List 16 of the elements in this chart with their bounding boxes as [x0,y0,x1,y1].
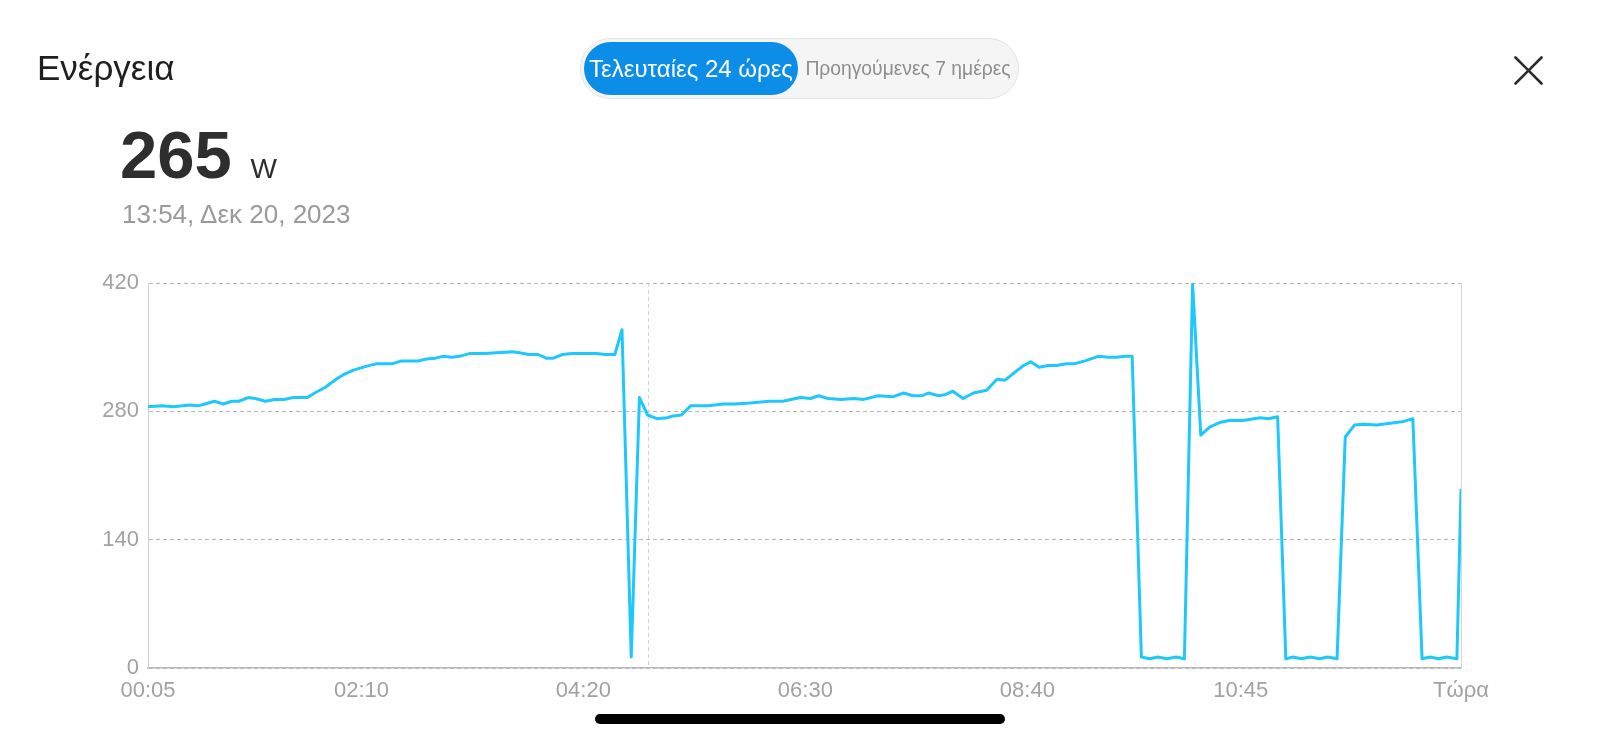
y-tick-label: 0 [126,654,139,680]
x-tick-label: 00:05 [120,677,176,703]
chart-subtitle: 13:54, Δεκ 20, 2023 [122,199,351,229]
y-tick-label: 280 [102,397,139,423]
chart-title: Ενέργεια [37,47,175,89]
y-tick-label: 140 [102,525,139,551]
text: 265 W [120,117,277,192]
x-tick-label: 04:20 [555,677,611,703]
x-tick-label: Τώρα [1433,677,1490,703]
x-tick-label: 02:10 [333,677,390,703]
text: Τελευταίες 24 ώρες [589,54,793,83]
x-tick-label: 08:40 [999,677,1055,703]
x-tick-label: 10:45 [1213,677,1269,703]
x-tick-label: 06:30 [777,677,833,703]
text: Προηγούμενες 7 ημέρες [805,57,1011,80]
y-tick-label: 420 [102,269,139,295]
